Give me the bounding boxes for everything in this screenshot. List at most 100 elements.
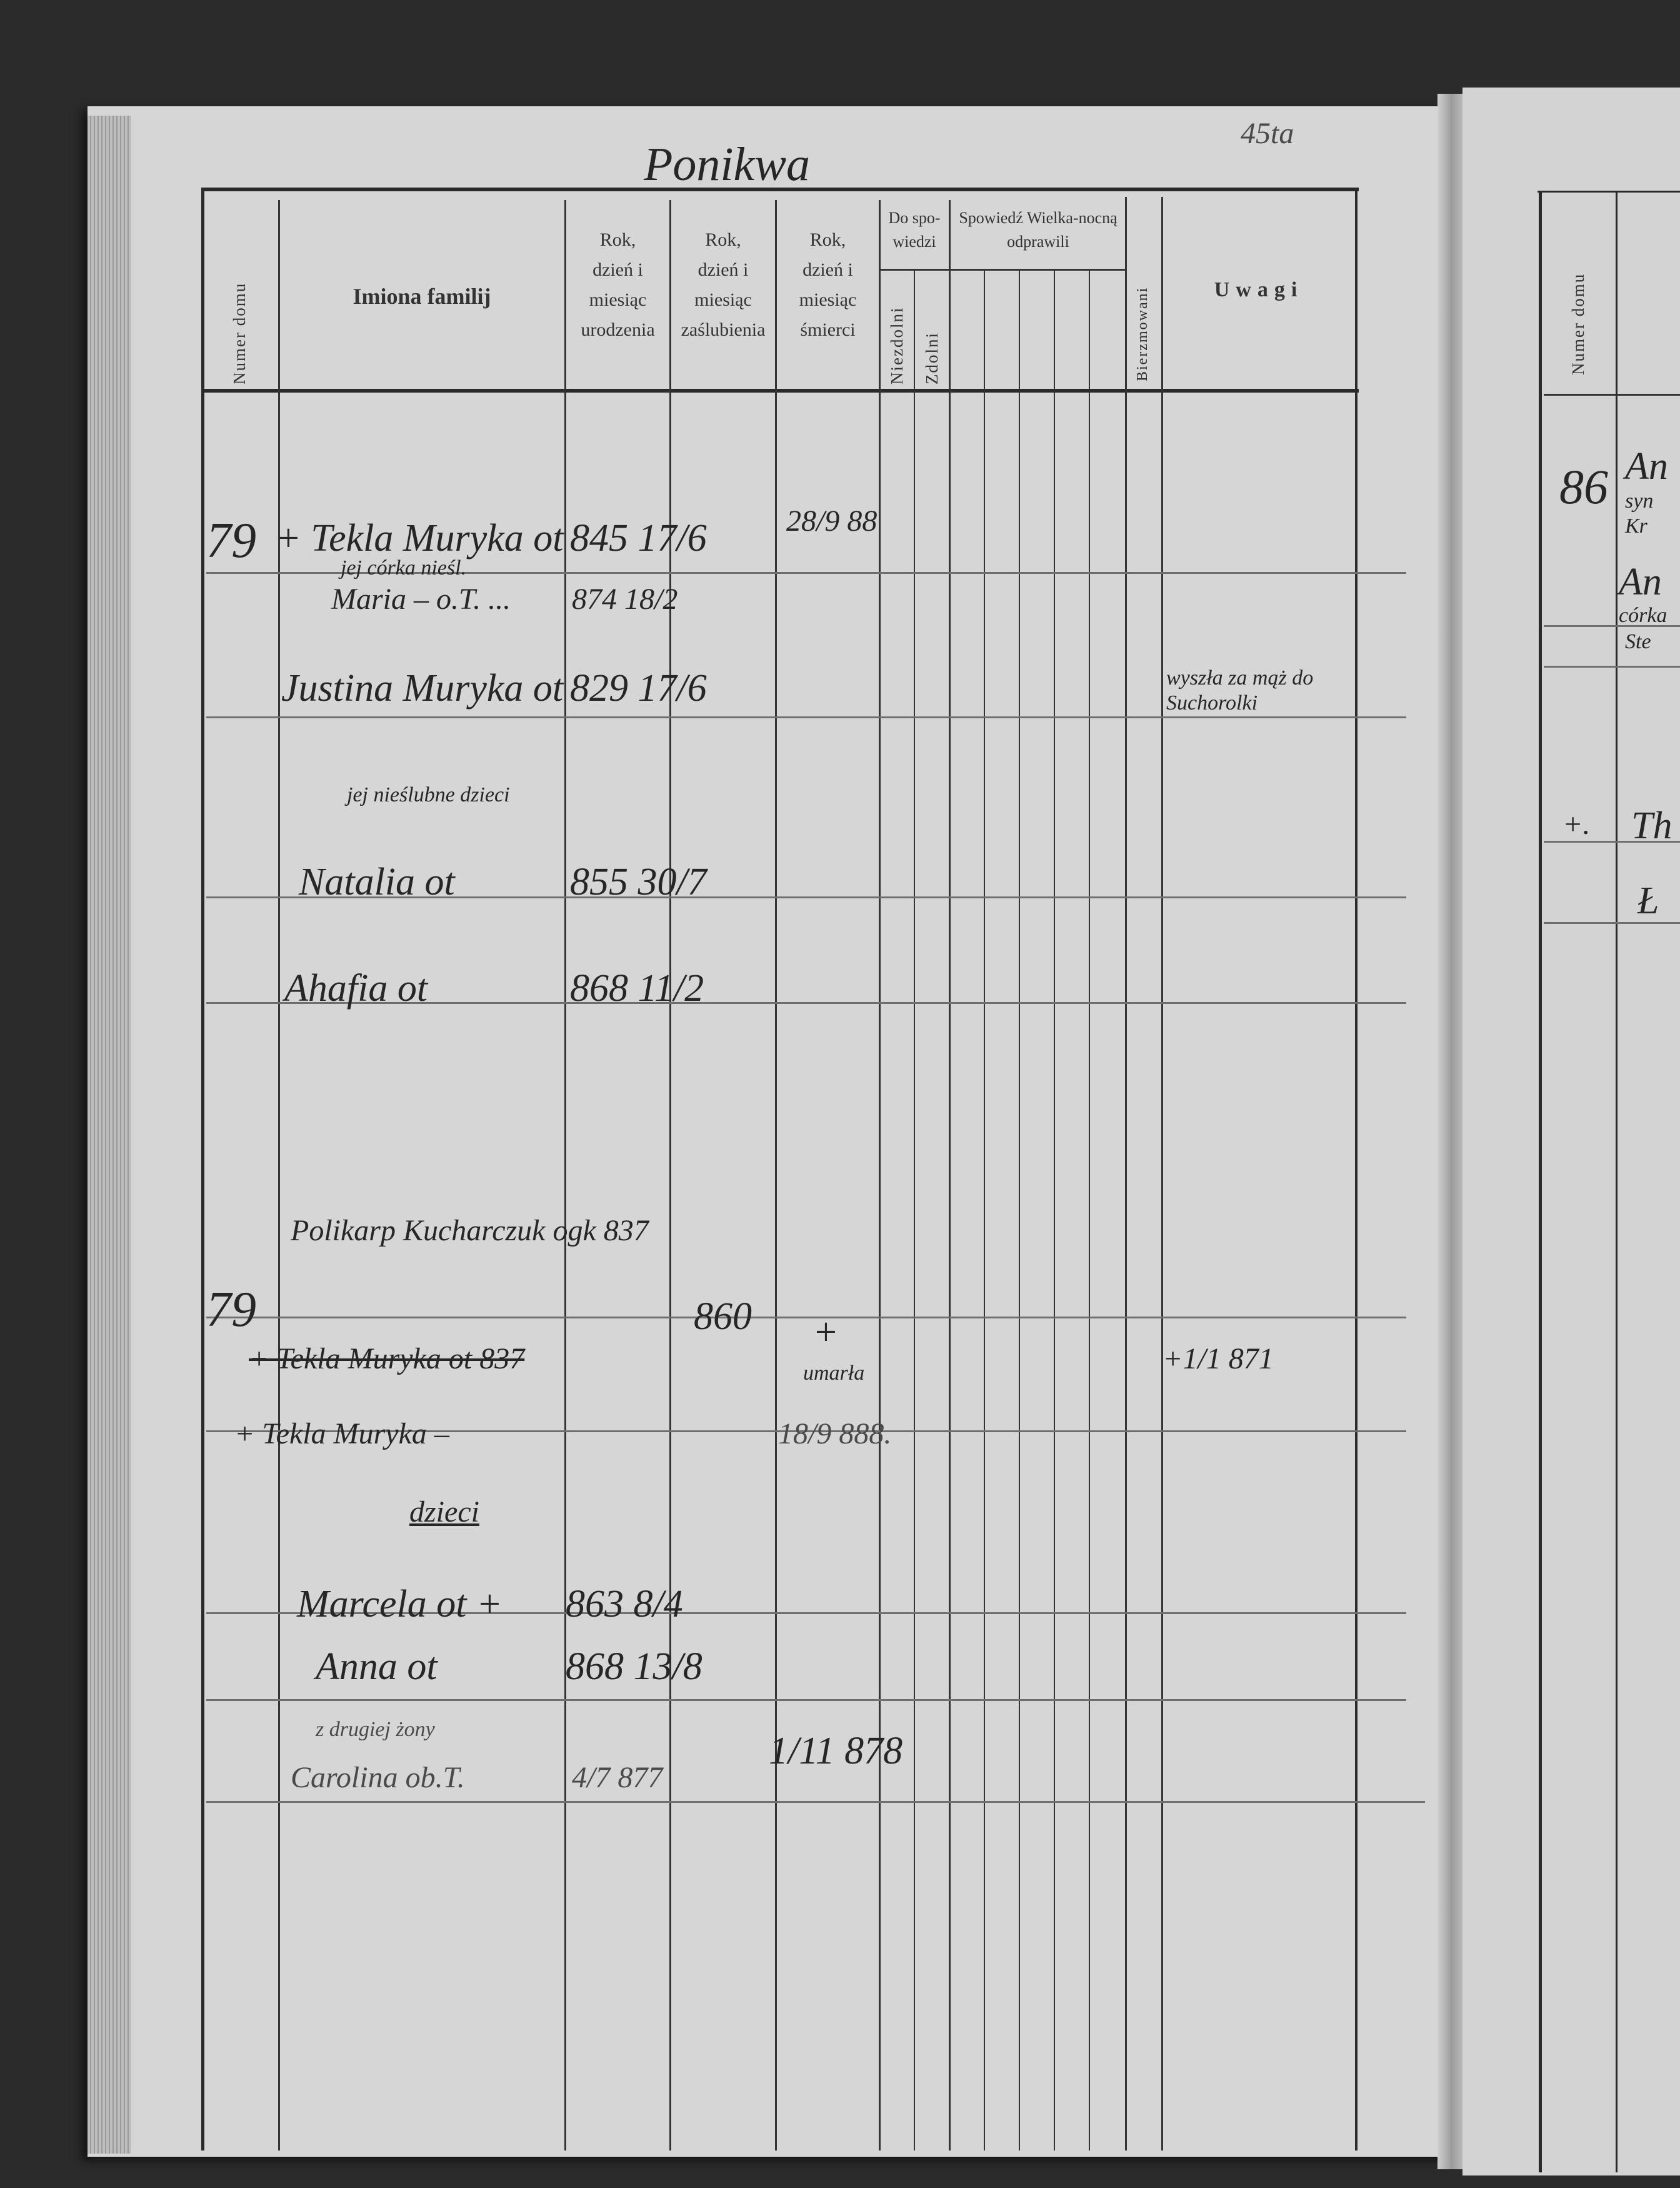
row-line	[206, 1002, 1406, 1004]
entry-death: 18/9 888.	[778, 1417, 892, 1450]
col-line	[1089, 269, 1090, 2150]
right-page	[1462, 88, 1680, 2175]
right-entry-note: córka	[1619, 604, 1668, 627]
entry-birth: 874 18/2	[572, 583, 678, 616]
header-text: dzień i	[592, 259, 643, 280]
header-text: zaślubienia	[681, 319, 766, 340]
entry-name: Polikarp Kucharczuk ogk 837	[291, 1214, 649, 1247]
col-line	[1161, 197, 1163, 2150]
entry-name: Maria – o.T. ...	[331, 583, 511, 616]
entry-remark: +1/1 871	[1162, 1342, 1274, 1375]
entry-name: Ahafia ot	[284, 967, 428, 1010]
row-line	[206, 1612, 1406, 1614]
col-line	[914, 269, 915, 2150]
entry-note: jej córka nieśl.	[341, 556, 467, 580]
row-line	[206, 1801, 1425, 1803]
header-text: Rok,	[599, 229, 636, 250]
entry-death: 1/11 878	[769, 1730, 903, 1772]
header-text: dzień i	[698, 259, 749, 280]
header-text: miesiąc	[799, 289, 857, 310]
header-text: Rok,	[705, 229, 741, 250]
col-line	[1616, 191, 1618, 2172]
right-entry-note: syn	[1625, 489, 1654, 513]
entry-name: Marcela ot +	[297, 1583, 502, 1625]
page-title: Ponikwa	[644, 138, 810, 191]
header-text: śmierci	[800, 319, 856, 340]
page-number: 45ta	[1241, 117, 1294, 150]
entry-birth: 868 13/8	[566, 1645, 702, 1688]
entry-note: z drugiej żony	[316, 1718, 435, 1741]
row-line	[206, 1317, 1406, 1318]
right-entry-name: Th	[1631, 805, 1672, 847]
col-line	[1019, 269, 1020, 2150]
right-entry-name: Ł	[1638, 880, 1659, 922]
row-line	[1544, 922, 1680, 924]
col-line	[1125, 197, 1127, 2150]
header-text: urodzenia	[581, 319, 655, 340]
right-entry-name: An	[1625, 445, 1668, 488]
row-line	[1544, 625, 1680, 627]
entry-death-note: umarła	[803, 1362, 865, 1385]
col-line	[201, 188, 204, 2150]
right-house-number: 86	[1559, 459, 1608, 514]
header-birth: Rok, dzień i miesiąc urodzenia	[566, 225, 669, 345]
header-text: Rok,	[809, 229, 846, 250]
header-text: dzień i	[802, 259, 853, 280]
header-subdivision-rule	[879, 269, 1126, 271]
page-edges	[88, 116, 131, 2154]
row-line	[206, 1430, 1406, 1432]
header-marriage: Rok, dzień i miesiąc zaślubienia	[671, 225, 775, 345]
col-line	[669, 200, 671, 2150]
header-confirmed: Bierzmowani	[1134, 286, 1151, 381]
left-page	[88, 106, 1456, 2157]
header-death: Rok, dzień i miesiąc śmierci	[777, 225, 879, 345]
row-line	[1544, 841, 1680, 843]
col-line	[1054, 269, 1055, 2150]
right-entry-note: Kr	[1625, 514, 1648, 538]
entry-marriage: 860	[694, 1295, 752, 1338]
right-entry-name: An	[1619, 561, 1662, 603]
entry-name-struck: + Tekla Muryka ot 837	[249, 1342, 525, 1375]
entry-section-label: dzieci	[409, 1495, 479, 1528]
header-bottom-rule	[1544, 394, 1680, 396]
row-line	[206, 896, 1406, 898]
header-text: miesiąc	[694, 289, 752, 310]
col-line	[879, 200, 881, 2150]
entry-birth: 829 17/6	[570, 667, 707, 710]
col-line	[564, 200, 566, 2150]
entry-birth: 855 30/7	[570, 861, 707, 903]
right-entry-note: Ste	[1625, 630, 1651, 653]
header-family-names: Imiona familij	[352, 284, 491, 309]
house-number: 79	[206, 1282, 256, 1337]
table-top-rule	[1538, 191, 1680, 193]
entry-name: + Tekla Muryka –	[234, 1417, 449, 1450]
right-entry-mark: +.	[1562, 808, 1591, 841]
entry-birth: 863 8/4	[566, 1583, 683, 1625]
header-house-number: Numer domu	[230, 282, 249, 384]
row-line	[206, 572, 1406, 574]
header-easter-confession: Spowiedź Wielka-nocną odprawili	[959, 209, 1118, 251]
right-header-house-number: Numer domu	[1569, 273, 1588, 375]
entry-name: Anna ot	[316, 1645, 438, 1688]
entry-name: Justina Muryka ot	[281, 667, 564, 710]
col-line	[984, 269, 985, 2150]
table-top-rule	[202, 188, 1359, 191]
entry-birth: 845 17/6	[570, 517, 707, 560]
header-able: Zdolni	[922, 332, 941, 384]
header-text: miesiąc	[589, 289, 647, 310]
house-number: 79	[206, 513, 256, 568]
entry-birth: 4/7 877	[572, 1761, 663, 1794]
entry-name: Natalia ot	[299, 861, 455, 903]
header-bottom-rule	[202, 389, 1359, 393]
header-not-able: Niezdolni	[888, 306, 906, 384]
entry-note: jej nieślubne dzieci	[347, 783, 510, 806]
row-line	[206, 1699, 1406, 1701]
row-line	[206, 716, 1406, 718]
col-line	[1539, 191, 1542, 2172]
entry-birth: 868 11/2	[570, 967, 704, 1010]
entry-remark: wyszła za mąż do Suchorolki	[1166, 666, 1314, 715]
entry-name: Carolina ob.T.	[291, 1761, 465, 1794]
header-to-confession: Do spo-wiedzi	[888, 209, 941, 251]
entry-death: 28/9 88	[786, 504, 878, 538]
header-remarks: Uwagi	[1214, 278, 1304, 301]
